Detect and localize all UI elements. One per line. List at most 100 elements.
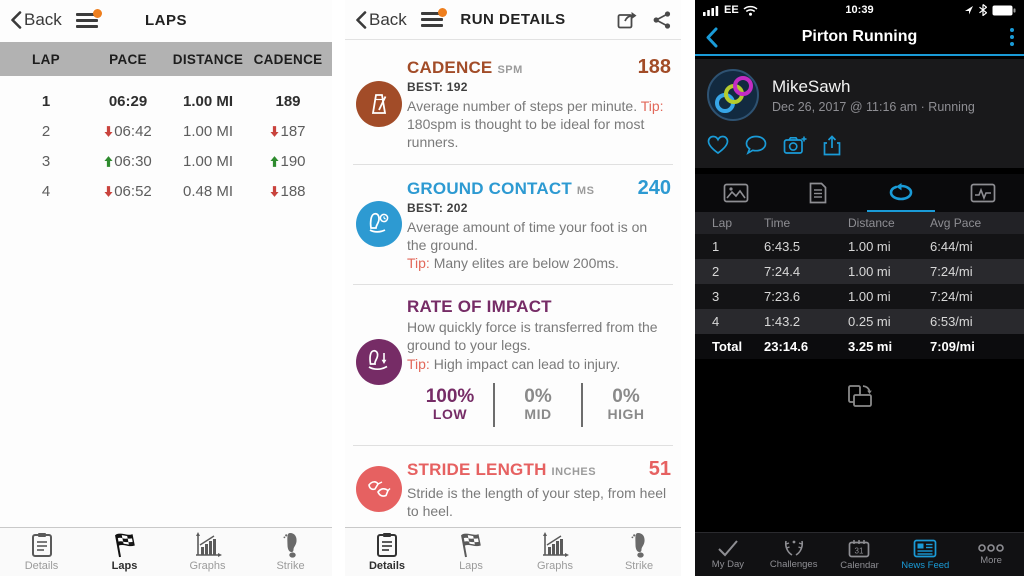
trend-up-icon xyxy=(270,155,280,167)
tab-label: Laps xyxy=(111,560,138,572)
page-title: RUN DETAILS xyxy=(460,11,566,28)
tip-label: Tip: xyxy=(407,254,430,271)
tab-more[interactable]: More xyxy=(958,533,1024,576)
status-bar: EE 10:39 xyxy=(695,0,1024,20)
tab-news-feed[interactable]: News Feed xyxy=(892,533,958,576)
back-label: Back xyxy=(369,9,407,29)
share-icon[interactable] xyxy=(653,10,671,29)
laps-loop-icon xyxy=(888,183,914,203)
back-button[interactable]: Back xyxy=(355,10,407,30)
clipboard-icon xyxy=(375,532,399,558)
metric-title: CADENCE xyxy=(407,58,493,77)
footprint-icon xyxy=(281,532,301,558)
location-arrow-icon xyxy=(964,5,974,15)
tab-details[interactable]: Details xyxy=(0,528,83,576)
tab-laps[interactable]: Laps xyxy=(83,528,166,576)
avatar[interactable] xyxy=(707,69,759,121)
export-icon[interactable] xyxy=(617,11,637,29)
activity-user-card[interactable]: MikeSawh Dec 26, 2017 @ 11:16 am · Runni… xyxy=(695,59,1024,127)
tab-graphs[interactable]: Graphs xyxy=(513,528,597,576)
bluetooth-icon xyxy=(979,4,987,16)
tab-label: Strike xyxy=(624,560,654,572)
metric-value: 51 xyxy=(648,457,671,480)
back-button[interactable]: Back xyxy=(10,10,62,30)
laps-table-header: Lap Time Distance Avg Pace xyxy=(695,212,1024,234)
table-row: 4 06:52 0.48 MI 188 xyxy=(0,178,332,204)
table-row: 3 7:23.6 1.00 mi 7:24/mi xyxy=(695,284,1024,309)
rotate-device-icon[interactable] xyxy=(843,381,877,411)
tab-notes[interactable] xyxy=(777,174,859,212)
tab-label: Details xyxy=(368,560,406,572)
tip-label: Tip: xyxy=(640,98,664,114)
run-details-screen: Back RUN DETAILS CADENCE SPM xyxy=(345,0,681,576)
stride-feet-icon xyxy=(356,465,402,512)
tab-laps[interactable]: Laps xyxy=(429,528,513,576)
camera-add-icon[interactable] xyxy=(783,135,807,156)
comment-icon[interactable] xyxy=(745,135,767,156)
lap-number: 1 xyxy=(41,92,51,110)
tab-stats[interactable] xyxy=(942,174,1024,212)
metronome-icon xyxy=(356,80,402,127)
tab-strike[interactable]: Strike xyxy=(249,528,332,576)
lap-cadence: 189 xyxy=(275,92,301,110)
divider xyxy=(581,382,583,427)
signal-bars-icon xyxy=(703,5,720,16)
menu-icon[interactable] xyxy=(75,8,102,28)
col-time: Time xyxy=(764,216,791,230)
tip-label: Tip: xyxy=(407,355,430,372)
metric-description: Stride is the length of your step, from … xyxy=(407,484,667,519)
calendar-icon: 31 xyxy=(848,539,870,558)
impact-distribution: 100% LOW 0% MID 0% HIGH xyxy=(407,382,669,427)
metric-title: GROUND CONTACT xyxy=(407,178,572,198)
activity-section-tabs xyxy=(695,174,1024,212)
status-time: 10:39 xyxy=(845,4,874,16)
divider xyxy=(493,382,495,427)
divider xyxy=(353,444,673,446)
table-row: 4 1:43.2 0.25 mi 6:53/mi xyxy=(695,309,1024,334)
divider xyxy=(353,284,673,286)
bottom-tab-bar: Details Laps Graphs Strike xyxy=(0,527,332,576)
metric-description: Average amount of time your foot is on t… xyxy=(407,218,648,271)
impact-mid: 0% MID xyxy=(524,386,552,423)
trend-up-icon xyxy=(104,155,113,167)
back-chevron-icon[interactable] xyxy=(705,27,718,48)
lap-number: 2 xyxy=(41,122,51,140)
metric-description: How quickly force is transferred from th… xyxy=(407,319,658,372)
like-heart-icon[interactable] xyxy=(707,135,729,156)
bar-chart-icon xyxy=(541,532,569,558)
tab-graphs[interactable]: Graphs xyxy=(166,528,249,576)
share-upload-icon[interactable] xyxy=(823,135,841,156)
tab-calendar[interactable]: 31 Calendar xyxy=(827,533,893,576)
tab-my-day[interactable]: My Day xyxy=(695,533,761,576)
back-chevron-icon xyxy=(10,11,22,29)
overflow-menu-icon[interactable] xyxy=(1010,28,1014,46)
tab-strike[interactable]: Strike xyxy=(597,528,681,576)
tab-laps[interactable] xyxy=(860,174,942,212)
clipboard-icon xyxy=(30,532,54,558)
tab-details[interactable]: Details xyxy=(345,528,429,576)
section-ground-contact: GROUND CONTACT MS 240 BEST: 202 Average … xyxy=(345,167,681,283)
activity-meta: Dec 26, 2017 @ 11:16 am · Running xyxy=(772,99,975,114)
trend-down-icon xyxy=(104,125,113,137)
newspaper-icon xyxy=(913,539,937,558)
menu-icon[interactable] xyxy=(420,8,447,27)
notification-dot xyxy=(92,8,102,18)
lap-pace: 06:30 xyxy=(92,153,164,170)
metric-value: 188 xyxy=(637,56,671,78)
notes-icon xyxy=(809,182,827,204)
metric-description: Average number of steps per minute. Tip:… xyxy=(407,98,664,151)
lap-distance: 0.48 MI xyxy=(182,182,234,200)
page-title: LAPS xyxy=(144,11,187,29)
lap-cadence: 190 xyxy=(252,153,324,170)
battery-icon xyxy=(992,5,1016,16)
lap-distance: 1.00 MI xyxy=(182,92,234,110)
tab-challenges[interactable]: Challenges xyxy=(761,533,827,576)
tab-label: Strike xyxy=(276,560,305,572)
lap-pace: 06:29 xyxy=(108,92,148,110)
tab-label: Laps xyxy=(459,560,483,572)
tab-photos[interactable] xyxy=(695,174,777,212)
user-name: MikeSawh xyxy=(772,76,851,96)
photo-icon xyxy=(723,183,749,203)
back-label: Back xyxy=(24,10,62,29)
lap-number: 3 xyxy=(41,152,51,170)
